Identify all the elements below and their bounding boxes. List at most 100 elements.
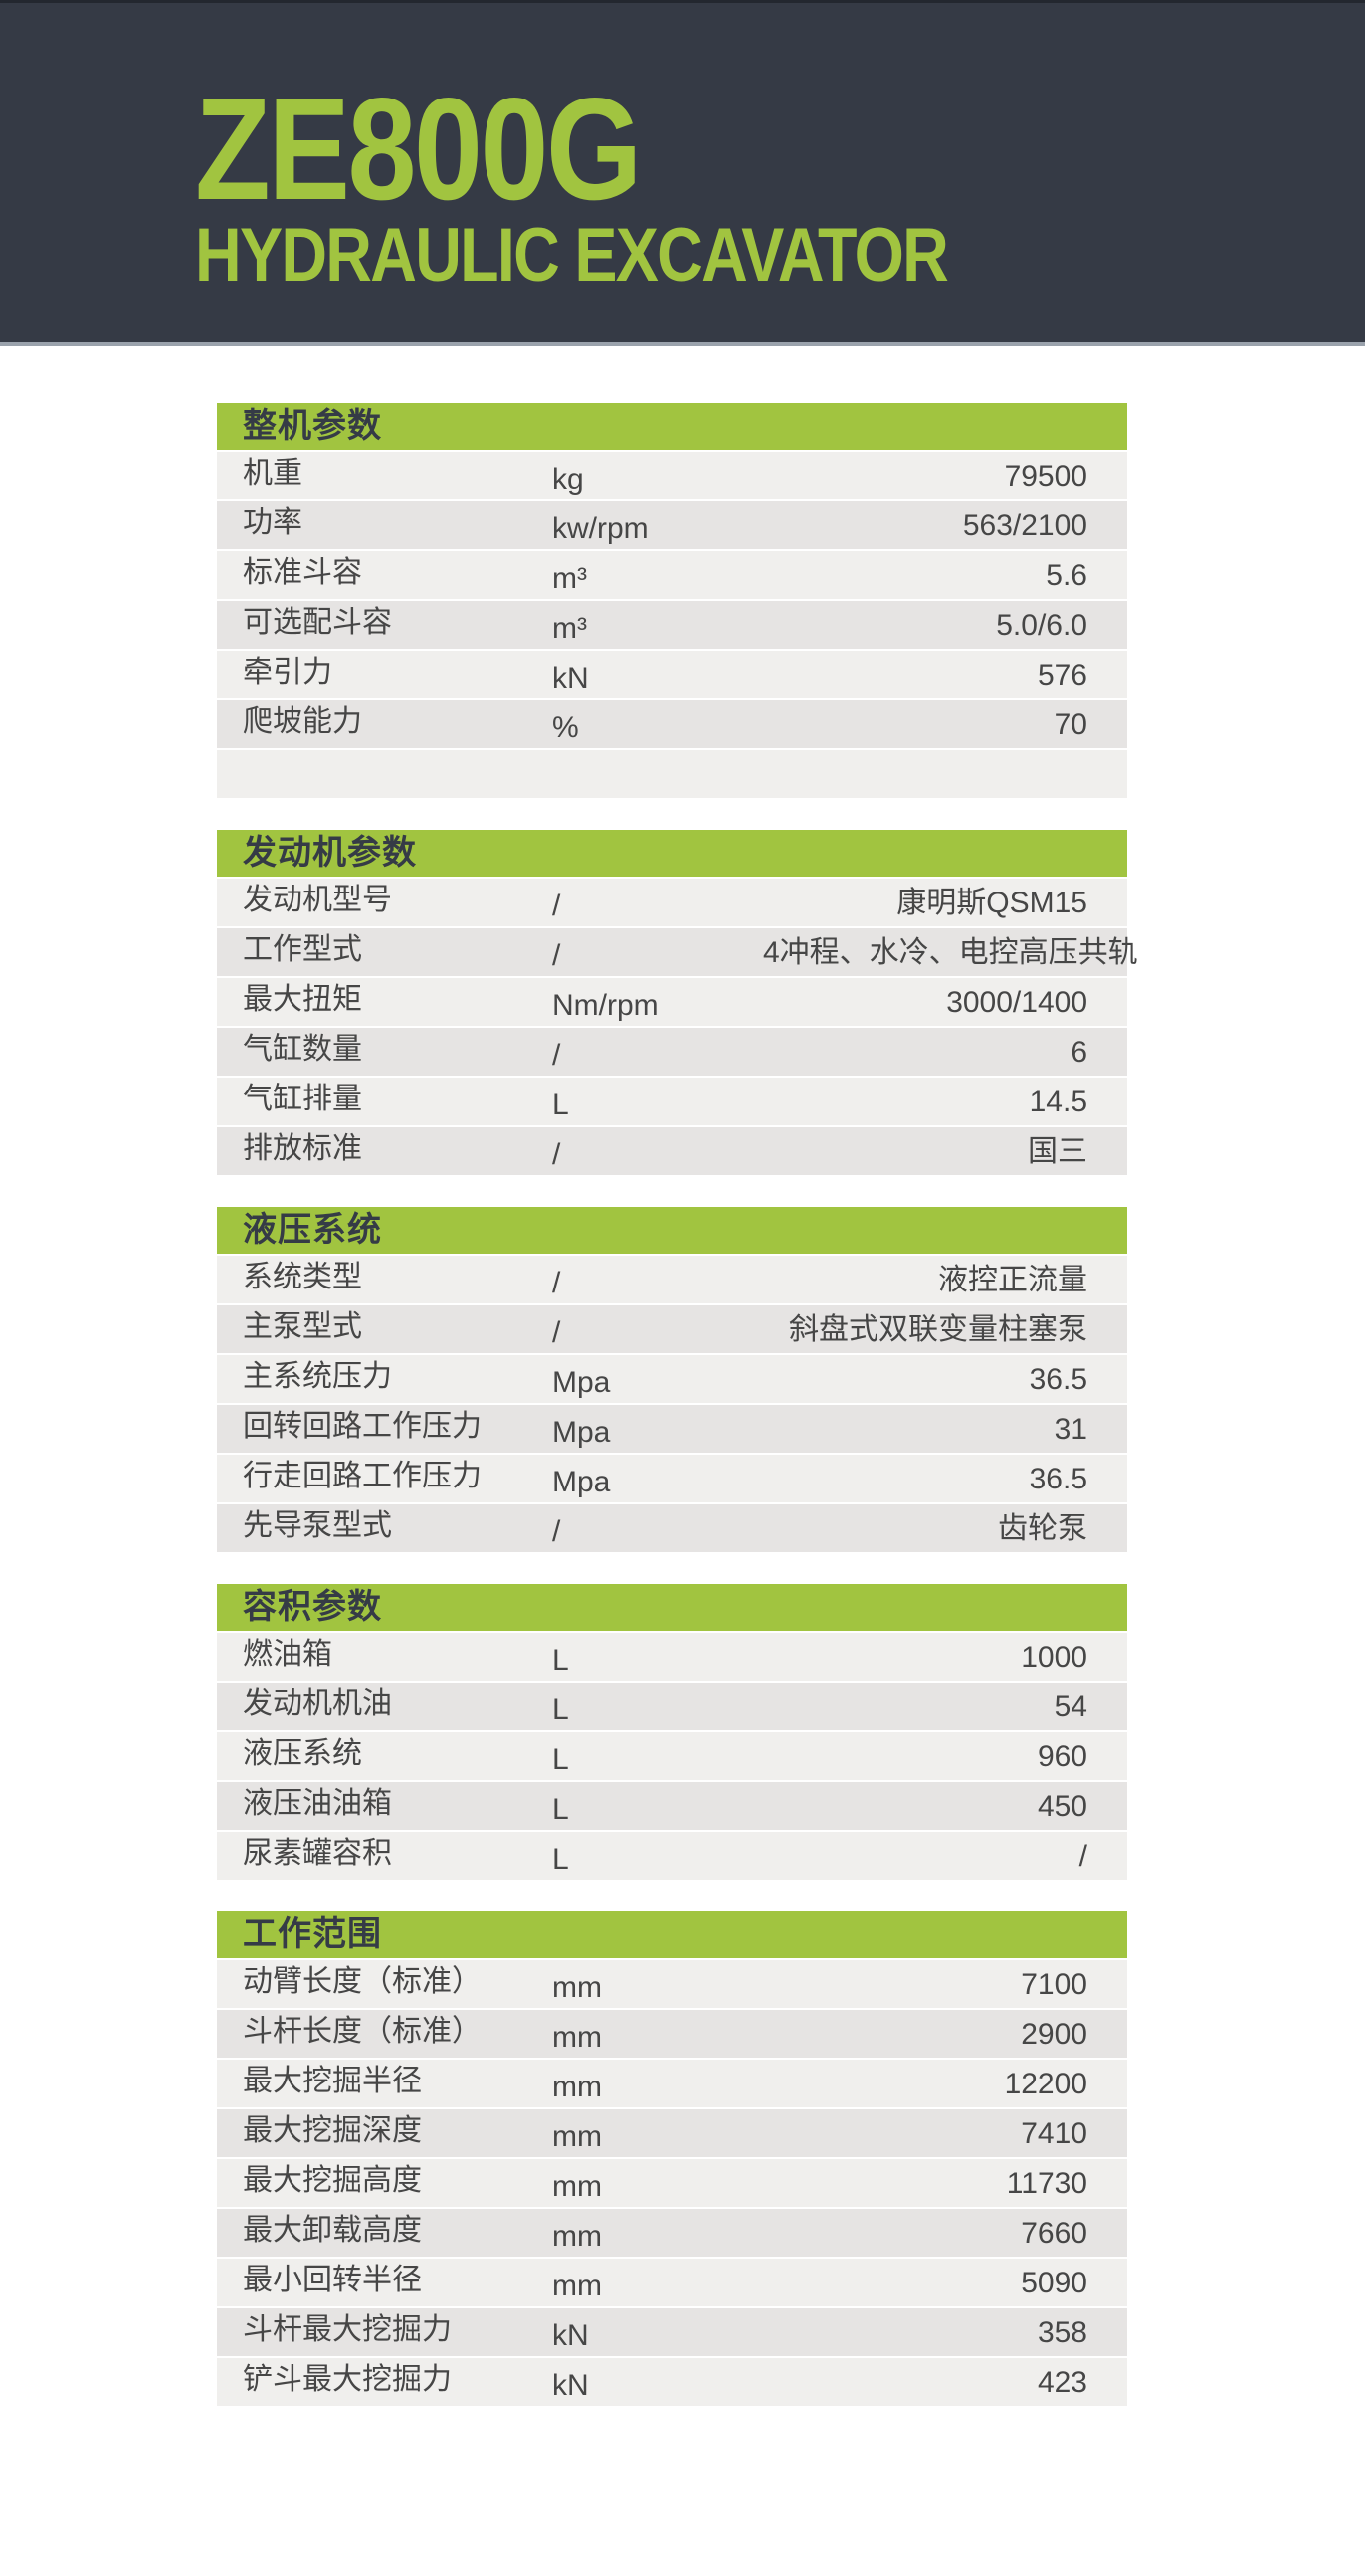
table-title-bar: 发动机参数 bbox=[217, 830, 1127, 879]
spec-tables: 整机参数 机重 kg 79500 功率 kw/rpm 563/2100 标准斗容… bbox=[0, 346, 1365, 2408]
table-row bbox=[217, 750, 1127, 800]
param-unit: / bbox=[552, 1267, 561, 1299]
table-row: 最大挖掘深度 mm 7410 bbox=[217, 2109, 1127, 2159]
table-row: 液压系统 L 960 bbox=[217, 1732, 1127, 1782]
table-row: 铲斗最大挖掘力 kN 423 bbox=[217, 2358, 1127, 2408]
param-unit: mm bbox=[552, 2120, 602, 2153]
param-label: 机重 bbox=[243, 457, 302, 490]
param-label: 牵引力 bbox=[243, 656, 332, 689]
table-title-bar: 容积参数 bbox=[217, 1584, 1127, 1633]
param-label: 气缸排量 bbox=[243, 1083, 362, 1115]
param-value: 国三 bbox=[1028, 1135, 1087, 1168]
table-row: 最大挖掘高度 mm 11730 bbox=[217, 2159, 1127, 2209]
param-label: 燃油箱 bbox=[243, 1638, 332, 1671]
param-unit: m³ bbox=[552, 612, 587, 645]
param-unit: mm bbox=[552, 2220, 602, 2253]
table-row: 发动机型号 / 康明斯QSM15 bbox=[217, 879, 1127, 928]
param-unit: L bbox=[552, 1644, 569, 1677]
param-label bbox=[217, 748, 552, 796]
param-unit: / bbox=[552, 1138, 561, 1171]
param-label: 斗杆最大挖掘力 bbox=[243, 2313, 452, 2346]
param-value: 450 bbox=[1037, 1790, 1087, 1823]
table-row: 最小回转半径 mm 5090 bbox=[217, 2259, 1127, 2308]
table-title-bar: 整机参数 bbox=[217, 403, 1127, 452]
table-rows: 燃油箱 L 1000 发动机机油 L 54 液压系统 L 960 液压油油箱 L… bbox=[217, 1633, 1127, 1882]
param-unit: % bbox=[552, 711, 579, 744]
table-row: 回转回路工作压力 Mpa 31 bbox=[217, 1405, 1127, 1455]
param-unit: Mpa bbox=[552, 1466, 611, 1498]
param-value: 康明斯QSM15 bbox=[896, 887, 1087, 919]
param-value: 5090 bbox=[1021, 2267, 1087, 2299]
param-unit: Mpa bbox=[552, 1366, 611, 1399]
param-unit: L bbox=[552, 1793, 569, 1826]
param-label: 系统类型 bbox=[243, 1261, 362, 1293]
param-value: 576 bbox=[1037, 659, 1087, 692]
table-row: 机重 kg 79500 bbox=[217, 452, 1127, 501]
param-value: 5.6 bbox=[1046, 559, 1087, 592]
param-value: 79500 bbox=[1004, 460, 1087, 493]
model-subtitle: HYDRAULIC EXCAVATOR bbox=[195, 213, 949, 298]
table-row: 牵引力 kN 576 bbox=[217, 651, 1127, 700]
param-unit: mm bbox=[552, 2021, 602, 2054]
param-label: 功率 bbox=[243, 506, 302, 539]
param-value: 960 bbox=[1037, 1740, 1087, 1773]
param-value: 4冲程、水冷、电控高压共轨 bbox=[763, 936, 1138, 969]
param-label: 最大卸载高度 bbox=[243, 2214, 422, 2247]
table-row: 行走回路工作压力 Mpa 36.5 bbox=[217, 1455, 1127, 1504]
param-label: 主系统压力 bbox=[243, 1360, 392, 1393]
param-unit: Mpa bbox=[552, 1416, 611, 1449]
param-value: 2900 bbox=[1021, 2018, 1087, 2051]
param-value: 11730 bbox=[1006, 2167, 1087, 2200]
param-value: / bbox=[1078, 1840, 1087, 1873]
table-row: 爬坡能力 % 70 bbox=[217, 700, 1127, 750]
table-row: 液压油油箱 L 450 bbox=[217, 1782, 1127, 1832]
spec-table: 发动机参数 发动机型号 / 康明斯QSM15 工作型式 / 4冲程、水冷、电控高… bbox=[217, 830, 1138, 1177]
param-unit: Nm/rpm bbox=[552, 989, 659, 1022]
param-unit bbox=[552, 754, 763, 802]
param-value: 14.5 bbox=[1029, 1086, 1087, 1118]
table-row: 气缸排量 L 14.5 bbox=[217, 1078, 1127, 1127]
param-label: 尿素罐容积 bbox=[243, 1837, 392, 1870]
table-row: 尿素罐容积 L / bbox=[217, 1832, 1127, 1882]
param-unit: / bbox=[552, 1515, 561, 1548]
param-unit: kN bbox=[552, 662, 589, 694]
param-label: 可选配斗容 bbox=[243, 606, 392, 639]
param-value bbox=[763, 751, 1127, 799]
param-label: 行走回路工作压力 bbox=[243, 1460, 482, 1492]
table-row: 先导泵型式 / 齿轮泵 bbox=[217, 1504, 1127, 1554]
table-row: 系统类型 / 液控正流量 bbox=[217, 1256, 1127, 1305]
param-unit: mm bbox=[552, 2170, 602, 2203]
spec-table: 工作范围 动臂长度（标准） mm 7100 斗杆长度（标准） mm 2900 最… bbox=[217, 1911, 1127, 2408]
param-unit: / bbox=[552, 939, 561, 972]
table-row: 斗杆最大挖掘力 kN 358 bbox=[217, 2308, 1127, 2358]
param-label: 最大挖掘半径 bbox=[243, 2065, 422, 2097]
param-label: 主泵型式 bbox=[243, 1310, 362, 1343]
param-label: 最小回转半径 bbox=[243, 2264, 422, 2296]
param-unit: L bbox=[552, 1843, 569, 1876]
table-row: 燃油箱 L 1000 bbox=[217, 1633, 1127, 1683]
param-value: 齿轮泵 bbox=[998, 1512, 1087, 1545]
param-value: 1000 bbox=[1021, 1641, 1087, 1674]
param-unit: kN bbox=[552, 2369, 589, 2402]
table-row: 主泵型式 / 斜盘式双联变量柱塞泵 bbox=[217, 1305, 1127, 1355]
param-unit: / bbox=[552, 1039, 561, 1072]
param-unit: kg bbox=[552, 463, 584, 495]
table-title: 发动机参数 bbox=[243, 834, 417, 872]
param-unit: mm bbox=[552, 2071, 602, 2103]
param-value: 36.5 bbox=[1029, 1463, 1087, 1495]
param-unit: L bbox=[552, 1743, 569, 1776]
param-value: 7100 bbox=[1021, 1968, 1087, 2001]
param-unit: kN bbox=[552, 2319, 589, 2352]
param-unit: / bbox=[552, 890, 561, 922]
table-row: 排放标准 / 国三 bbox=[217, 1127, 1127, 1177]
table-rows: 系统类型 / 液控正流量 主泵型式 / 斜盘式双联变量柱塞泵 主系统压力 Mpa… bbox=[217, 1256, 1127, 1554]
param-value: 3000/1400 bbox=[946, 986, 1087, 1019]
table-title-bar: 工作范围 bbox=[217, 1911, 1127, 1960]
table-row: 发动机机油 L 54 bbox=[217, 1683, 1127, 1732]
table-row: 最大挖掘半径 mm 12200 bbox=[217, 2060, 1127, 2109]
table-row: 斗杆长度（标准） mm 2900 bbox=[217, 2010, 1127, 2060]
param-label: 斗杆长度（标准） bbox=[243, 2015, 482, 2048]
param-label: 最大挖掘高度 bbox=[243, 2164, 422, 2197]
param-unit: / bbox=[552, 1316, 561, 1349]
table-row: 气缸数量 / 6 bbox=[217, 1028, 1127, 1078]
